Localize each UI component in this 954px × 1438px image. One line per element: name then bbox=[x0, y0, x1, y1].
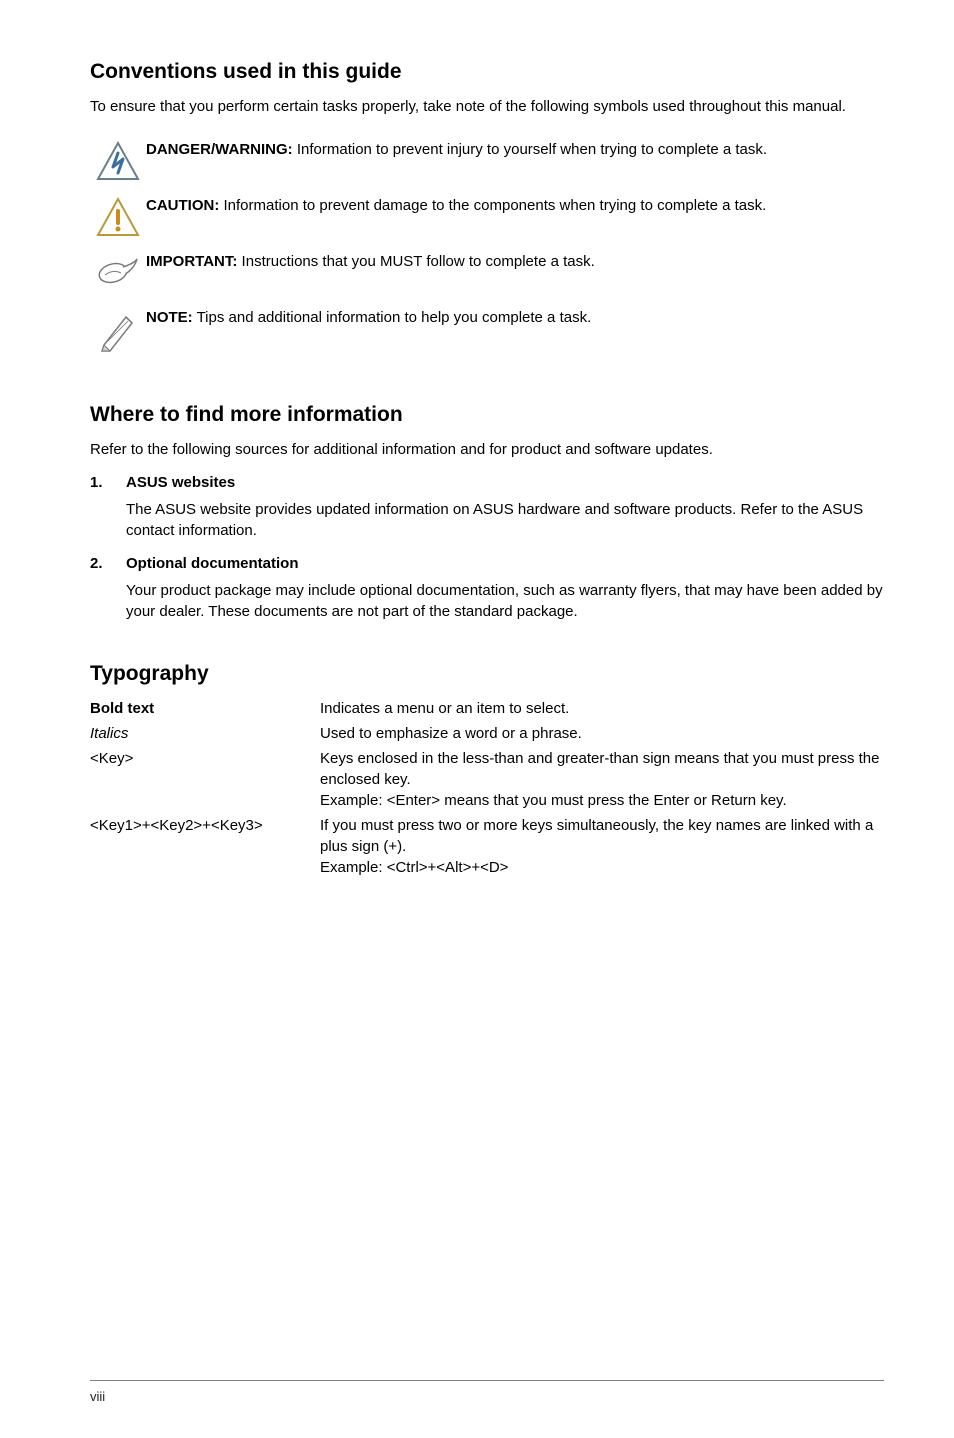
moreinfo-title: Where to find more information bbox=[90, 403, 884, 427]
list-heading-1: ASUS websites bbox=[126, 474, 235, 491]
danger-icon bbox=[90, 139, 146, 181]
note-body: Tips and additional information to help … bbox=[193, 309, 592, 326]
typo-key-label: <Key> bbox=[90, 748, 320, 811]
typo-italics-desc: Used to emphasize a word or a phrase. bbox=[320, 723, 884, 744]
typo-italics-label: Italics bbox=[90, 723, 320, 744]
note-label: NOTE: bbox=[146, 309, 193, 326]
danger-text: DANGER/WARNING: Information to prevent i… bbox=[146, 139, 884, 160]
danger-body: Information to prevent injury to yoursel… bbox=[293, 141, 767, 158]
typo-key-desc-1: Keys enclosed in the less-than and great… bbox=[320, 748, 884, 790]
important-label: IMPORTANT: bbox=[146, 253, 237, 270]
important-icon bbox=[90, 251, 146, 293]
typo-row-keycombo: <Key1>+<Key2>+<Key3> If you must press t… bbox=[90, 815, 884, 878]
danger-label: DANGER/WARNING: bbox=[146, 141, 293, 158]
typo-key-desc-2: Example: <Enter> means that you must pre… bbox=[320, 790, 884, 811]
danger-row: DANGER/WARNING: Information to prevent i… bbox=[90, 139, 884, 181]
conventions-title: Conventions used in this guide bbox=[90, 60, 884, 84]
note-text: NOTE: Tips and additional information to… bbox=[146, 307, 884, 328]
caution-body: Information to prevent damage to the com… bbox=[219, 197, 766, 214]
page-number: viii bbox=[90, 1389, 105, 1404]
page-footer: viii bbox=[90, 1380, 884, 1404]
typography-title: Typography bbox=[90, 662, 884, 686]
list-heading-2: Optional documentation bbox=[126, 555, 299, 572]
list-num-1: 1. bbox=[90, 474, 126, 491]
caution-row: CAUTION: Information to prevent damage t… bbox=[90, 195, 884, 237]
moreinfo-intro: Refer to the following sources for addit… bbox=[90, 439, 884, 460]
typo-keycombo-desc-2: Example: <Ctrl>+<Alt>+<D> bbox=[320, 857, 884, 878]
caution-text: CAUTION: Information to prevent damage t… bbox=[146, 195, 884, 216]
typo-keycombo-desc-1: If you must press two or more keys simul… bbox=[320, 815, 884, 857]
list-num-2: 2. bbox=[90, 555, 126, 572]
caution-icon bbox=[90, 195, 146, 237]
list-item-1: 1. ASUS websites bbox=[90, 474, 884, 491]
important-row: IMPORTANT: Instructions that you MUST fo… bbox=[90, 251, 884, 293]
typo-bold-label: Bold text bbox=[90, 698, 320, 719]
list-body-1: The ASUS website provides updated inform… bbox=[126, 499, 884, 541]
typo-row-italics: Italics Used to emphasize a word or a ph… bbox=[90, 723, 884, 744]
typography-table: Bold text Indicates a menu or an item to… bbox=[90, 698, 884, 878]
note-icon bbox=[90, 307, 146, 353]
important-text: IMPORTANT: Instructions that you MUST fo… bbox=[146, 251, 884, 272]
list-body-2: Your product package may include optiona… bbox=[126, 580, 884, 622]
conventions-intro: To ensure that you perform certain tasks… bbox=[90, 96, 884, 117]
typo-bold-desc: Indicates a menu or an item to select. bbox=[320, 698, 884, 719]
typo-keycombo-label: <Key1>+<Key2>+<Key3> bbox=[90, 815, 320, 878]
caution-label: CAUTION: bbox=[146, 197, 219, 214]
list-item-2: 2. Optional documentation bbox=[90, 555, 884, 572]
typo-row-key: <Key> Keys enclosed in the less-than and… bbox=[90, 748, 884, 811]
note-row: NOTE: Tips and additional information to… bbox=[90, 307, 884, 353]
typo-row-bold: Bold text Indicates a menu or an item to… bbox=[90, 698, 884, 719]
important-body: Instructions that you MUST follow to com… bbox=[237, 253, 594, 270]
